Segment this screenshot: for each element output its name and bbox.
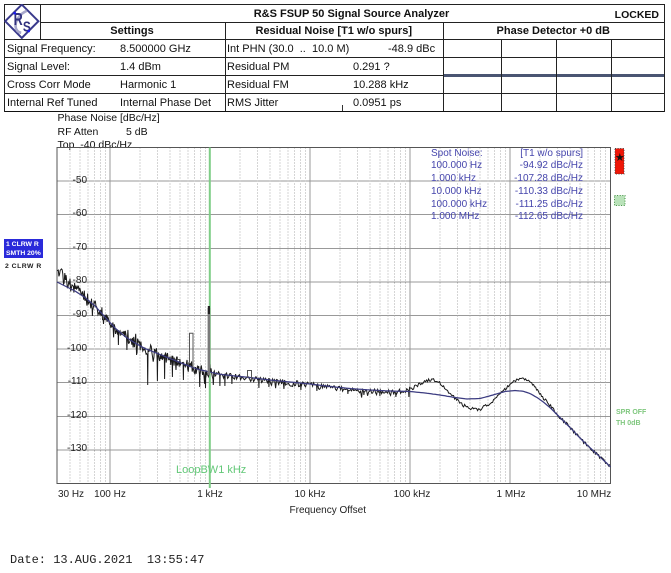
svg-text:★: ★ <box>615 152 625 164</box>
svg-text:S: S <box>23 18 31 34</box>
svg-text:R: R <box>14 10 23 30</box>
